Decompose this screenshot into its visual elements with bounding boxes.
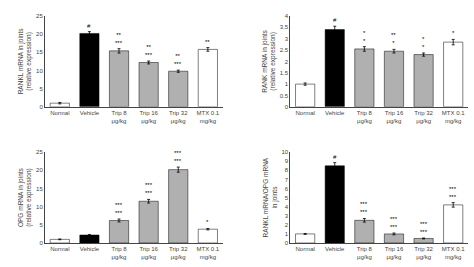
svg-text:0: 0 xyxy=(285,104,289,110)
svg-text:*: * xyxy=(452,30,455,36)
svg-text:MTX 0.1mg/kg: MTX 0.1mg/kg xyxy=(197,110,220,124)
svg-text:Normal: Normal xyxy=(295,110,314,116)
svg-text:8: 8 xyxy=(285,167,289,173)
svg-text:1.5: 1.5 xyxy=(280,70,289,76)
svg-text:7: 7 xyxy=(285,177,289,183)
svg-text:6: 6 xyxy=(285,186,289,192)
svg-text:10: 10 xyxy=(36,68,43,74)
svg-text:******: ****** xyxy=(115,202,123,216)
svg-text:5: 5 xyxy=(285,195,289,201)
svg-text:*****: ***** xyxy=(115,32,123,46)
svg-text:1: 1 xyxy=(285,81,289,87)
svg-text:25: 25 xyxy=(36,13,43,19)
svg-text:*****: ***** xyxy=(145,44,153,58)
svg-text:MTX 0.1mg/kg: MTX 0.1mg/kg xyxy=(442,246,465,260)
svg-text:***: *** xyxy=(391,32,396,46)
svg-text:0: 0 xyxy=(285,240,289,246)
svg-text:Vehicle: Vehicle xyxy=(325,110,345,116)
svg-text:9: 9 xyxy=(285,158,289,164)
svg-text:*: * xyxy=(206,219,209,225)
svg-text:0.5: 0.5 xyxy=(280,93,289,99)
svg-text:MTX 0.1mg/kg: MTX 0.1mg/kg xyxy=(442,110,465,124)
svg-text:#: # xyxy=(333,154,337,160)
svg-text:Trip 32μg/kg: Trip 32μg/kg xyxy=(169,110,188,124)
svg-text:**: ** xyxy=(363,30,366,44)
svg-text:Trip 16μg/kg: Trip 16μg/kg xyxy=(139,110,158,124)
svg-text:Vehicle: Vehicle xyxy=(325,246,345,252)
svg-text:3: 3 xyxy=(285,36,289,42)
svg-text:RANKL mRNA in joints(relative: RANKL mRNA in joints(relative expression… xyxy=(17,28,33,95)
svg-text:******: ****** xyxy=(420,221,428,235)
svg-text:2.5: 2.5 xyxy=(280,47,289,53)
svg-text:******: ****** xyxy=(145,182,153,196)
svg-text:5: 5 xyxy=(39,222,43,228)
svg-text:Normal: Normal xyxy=(295,246,314,252)
svg-text:Vehicle: Vehicle xyxy=(80,110,100,116)
svg-text:Normal: Normal xyxy=(50,246,69,252)
svg-text:**: ** xyxy=(205,39,210,45)
svg-text:25: 25 xyxy=(36,149,43,155)
svg-text:Trip 16μg/kg: Trip 16μg/kg xyxy=(139,246,158,260)
svg-text:4: 4 xyxy=(285,13,289,19)
svg-text:RANKL mRNA/OPG mRNAin joints: RANKL mRNA/OPG mRNAin joints xyxy=(262,157,278,237)
svg-text:*****: ***** xyxy=(174,53,182,67)
svg-text:1: 1 xyxy=(285,231,289,237)
svg-text:5: 5 xyxy=(39,86,43,92)
svg-text:Trip 16μg/kg: Trip 16μg/kg xyxy=(385,246,404,260)
svg-text:Trip 32μg/kg: Trip 32μg/kg xyxy=(169,246,188,260)
svg-text:0: 0 xyxy=(39,240,43,246)
svg-text:OPG mRNA in joints(relative ex: OPG mRNA in joints(relative expression) xyxy=(17,167,33,227)
svg-text:20: 20 xyxy=(36,31,43,37)
svg-text:******: ****** xyxy=(449,186,457,200)
svg-text:0: 0 xyxy=(39,104,43,110)
svg-text:15: 15 xyxy=(36,49,43,55)
svg-text:#: # xyxy=(333,17,337,23)
svg-text:RANK mRNA in joints(relative e: RANK mRNA in joints(relative expression) xyxy=(261,29,277,92)
svg-text:20: 20 xyxy=(36,167,43,173)
svg-text:2: 2 xyxy=(285,59,289,65)
svg-text:Trip 8μg/kg: Trip 8μg/kg xyxy=(111,110,127,124)
svg-text:Trip 16μg/kg: Trip 16μg/kg xyxy=(385,110,404,124)
svg-text:3.5: 3.5 xyxy=(280,24,289,30)
svg-text:Trip 32μg/kg: Trip 32μg/kg xyxy=(414,246,433,260)
svg-text:**: ** xyxy=(422,36,425,50)
svg-text:15: 15 xyxy=(36,186,43,192)
svg-text:3: 3 xyxy=(285,213,289,219)
svg-text:MTX 0.1mg/kg: MTX 0.1mg/kg xyxy=(197,246,220,260)
svg-text:******: ****** xyxy=(390,216,398,230)
svg-text:Vehicle: Vehicle xyxy=(80,246,100,252)
svg-text:Trip 32μg/kg: Trip 32μg/kg xyxy=(414,110,433,124)
svg-text:#: # xyxy=(87,23,91,29)
svg-text:Normal: Normal xyxy=(50,110,69,116)
svg-text:4: 4 xyxy=(285,204,289,210)
svg-text:******: ****** xyxy=(174,150,182,164)
svg-text:Trip 8μg/kg: Trip 8μg/kg xyxy=(111,246,127,260)
svg-text:******: ****** xyxy=(360,201,368,215)
svg-text:10: 10 xyxy=(281,149,288,155)
svg-text:Trip 8μg/kg: Trip 8μg/kg xyxy=(357,110,373,124)
svg-text:Trip 8μg/kg: Trip 8μg/kg xyxy=(357,246,373,260)
svg-text:2: 2 xyxy=(285,222,289,228)
svg-text:10: 10 xyxy=(36,204,43,210)
